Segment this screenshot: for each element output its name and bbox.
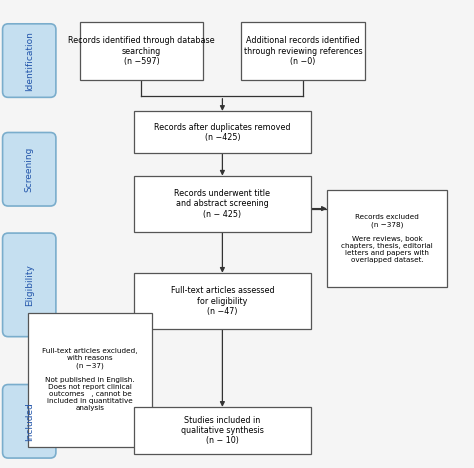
FancyBboxPatch shape <box>2 233 56 336</box>
Text: Full-text articles assessed
for eligibility
(n −47): Full-text articles assessed for eligibil… <box>171 286 274 316</box>
FancyBboxPatch shape <box>80 22 203 80</box>
FancyBboxPatch shape <box>2 385 56 458</box>
Text: Records after duplicates removed
(n −425): Records after duplicates removed (n −425… <box>154 123 291 142</box>
FancyBboxPatch shape <box>328 190 447 287</box>
Text: Included: Included <box>25 402 34 441</box>
FancyBboxPatch shape <box>241 22 365 80</box>
Text: Studies included in
qualitative synthesis
(n − 10): Studies included in qualitative synthesi… <box>181 416 264 446</box>
FancyBboxPatch shape <box>134 273 311 329</box>
Text: Records excluded
(n −378)

Were reviews, book
chapters, thesis, editorial
letter: Records excluded (n −378) Were reviews, … <box>341 214 433 263</box>
Text: Eligibility: Eligibility <box>25 264 34 306</box>
FancyBboxPatch shape <box>134 111 311 153</box>
FancyBboxPatch shape <box>134 408 311 453</box>
Text: Records identified through database
searching
(n −597): Records identified through database sear… <box>68 37 215 66</box>
FancyBboxPatch shape <box>2 132 56 206</box>
Text: Identification: Identification <box>25 30 34 90</box>
FancyBboxPatch shape <box>2 24 56 97</box>
Text: Screening: Screening <box>25 146 34 192</box>
FancyBboxPatch shape <box>28 313 152 447</box>
FancyBboxPatch shape <box>134 176 311 232</box>
Text: Full-text articles excluded,
with reasons
(n −37)

Not published in English.
Doe: Full-text articles excluded, with reason… <box>42 348 138 411</box>
Text: Records underwent title
and abstract screening
(n − 425): Records underwent title and abstract scr… <box>174 189 270 219</box>
Text: Additional records identified
through reviewing references
(n −0): Additional records identified through re… <box>244 37 362 66</box>
